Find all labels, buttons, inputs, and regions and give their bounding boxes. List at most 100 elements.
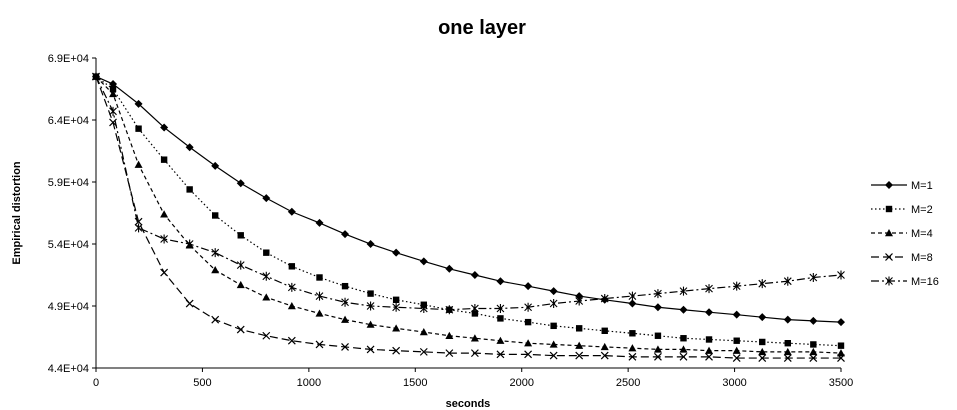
- data-point: [496, 336, 505, 344]
- series-line: [95, 76, 841, 359]
- legend-item: M=2: [871, 204, 933, 216]
- data-point: [575, 341, 584, 349]
- data-point: [600, 351, 609, 360]
- data-point: [628, 344, 637, 352]
- data-point: [262, 194, 271, 203]
- data-point: [575, 351, 584, 360]
- data-point: [211, 315, 220, 324]
- data-point: [705, 308, 714, 317]
- data-point: [679, 352, 688, 361]
- data-point: [287, 336, 296, 345]
- data-point: [783, 354, 792, 363]
- data-point: [211, 161, 220, 170]
- data-point: [366, 320, 375, 328]
- data-point: [366, 301, 375, 311]
- x-tick-label: 1000: [297, 377, 321, 389]
- data-point: [601, 327, 608, 334]
- data-point: [470, 349, 479, 358]
- data-point: [653, 345, 662, 353]
- data-point: [628, 291, 637, 301]
- series-m-1: [92, 72, 845, 327]
- data-point: [497, 315, 504, 322]
- data-point: [134, 99, 143, 108]
- data-point: [392, 248, 401, 257]
- y-tick-label: 6.9E+04: [48, 53, 89, 65]
- data-point: [109, 85, 117, 93]
- series-m-16: [92, 72, 845, 315]
- data-point: [680, 335, 687, 342]
- legend-label: M=8: [911, 252, 933, 264]
- data-point: [211, 248, 220, 258]
- data-point: [758, 313, 767, 322]
- data-point: [367, 290, 374, 297]
- data-point: [654, 352, 662, 361]
- data-point: [549, 287, 558, 296]
- y-tick-label: 5.9E+04: [48, 177, 89, 189]
- data-point: [109, 89, 118, 98]
- data-point: [837, 342, 845, 349]
- data-point: [419, 328, 428, 336]
- data-point: [524, 282, 533, 291]
- data-point: [524, 339, 533, 347]
- data-point: [392, 346, 401, 355]
- data-point: [419, 257, 428, 266]
- legend-label: M=2: [911, 204, 933, 216]
- data-point: [287, 282, 296, 292]
- data-point: [679, 345, 688, 353]
- data-point: [600, 294, 609, 304]
- data-point: [470, 271, 479, 279]
- data-point: [784, 340, 791, 347]
- data-point: [470, 334, 479, 342]
- data-point: [160, 268, 169, 277]
- data-point: [262, 293, 271, 301]
- x-axis-title: seconds: [446, 398, 491, 410]
- data-point: [262, 271, 271, 281]
- x-tick-label: 3500: [829, 377, 853, 389]
- data-point: [758, 347, 767, 356]
- data-point: [237, 232, 244, 239]
- data-point: [109, 106, 117, 116]
- data-point: [160, 123, 169, 132]
- data-point: [575, 292, 584, 301]
- data-point: [160, 234, 169, 244]
- legend-label: M=16: [911, 276, 939, 288]
- data-point: [341, 342, 349, 351]
- data-point: [549, 351, 558, 360]
- data-point: [654, 289, 662, 299]
- data-point: [837, 349, 845, 357]
- data-point: [263, 249, 270, 256]
- data-point: [392, 324, 401, 332]
- legend-item: M=4: [871, 228, 933, 240]
- data-point: [758, 279, 767, 289]
- legend-item: M=8: [871, 252, 933, 264]
- data-point: [134, 160, 143, 168]
- data-point: [733, 337, 740, 344]
- data-point: [288, 263, 296, 270]
- data-point: [236, 179, 245, 188]
- plot-frame: [95, 58, 841, 369]
- data-point: [419, 303, 428, 313]
- data-point: [341, 315, 350, 323]
- series-m-8: [92, 72, 845, 363]
- data-point: [837, 354, 845, 363]
- data-point: [496, 277, 505, 286]
- data-point: [809, 347, 818, 356]
- data-point: [653, 303, 662, 312]
- data-point: [705, 352, 713, 361]
- legend-marker: [885, 276, 893, 286]
- data-point: [654, 332, 662, 339]
- data-point: [109, 118, 117, 127]
- y-tick-label: 4.4E+04: [48, 363, 89, 375]
- data-point: [316, 274, 323, 281]
- x-tick-label: 2000: [509, 377, 533, 389]
- data-point: [185, 239, 194, 249]
- data-point: [524, 318, 532, 326]
- x-tick-label: 0: [93, 377, 99, 389]
- data-point: [470, 303, 479, 313]
- series-line: [95, 76, 842, 354]
- data-point: [732, 354, 741, 363]
- data-point: [496, 303, 505, 313]
- legend-label: M=4: [911, 228, 933, 240]
- data-point: [236, 280, 245, 289]
- legend-label: M=1: [911, 180, 933, 192]
